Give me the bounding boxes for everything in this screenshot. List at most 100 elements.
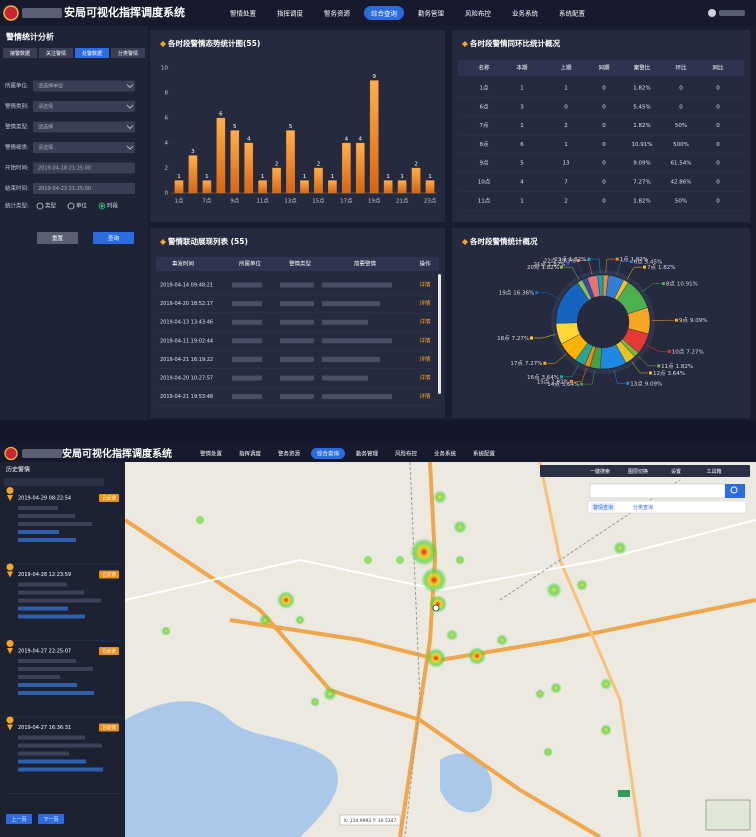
- radio[interactable]: [36, 202, 44, 210]
- nav-item[interactable]: 综合查询: [371, 9, 398, 18]
- radio[interactable]: [98, 202, 106, 210]
- action-link[interactable]: 详情: [419, 318, 431, 326]
- field-label: 警情细类:: [5, 143, 29, 151]
- leader-line: [563, 364, 580, 378]
- column-header: 案警比: [634, 64, 651, 72]
- pager-button[interactable]: [6, 814, 32, 824]
- dropdown-arrow: [126, 84, 134, 89]
- data-label: 1: [386, 174, 390, 180]
- field-input[interactable]: [33, 142, 135, 153]
- blurred-text: [322, 338, 392, 344]
- filter-select[interactable]: [4, 478, 104, 486]
- field-input[interactable]: [33, 183, 135, 194]
- action-link[interactable]: 详情: [419, 336, 431, 344]
- button[interactable]: [37, 232, 78, 244]
- action-link[interactable]: 详情: [419, 299, 431, 307]
- toolbar-item[interactable]: 工具箱: [706, 468, 721, 475]
- tab[interactable]: [39, 48, 73, 58]
- search-button[interactable]: [725, 484, 745, 498]
- tab-label[interactable]: 分类警情: [118, 50, 138, 57]
- nav-item[interactable]: 系统配置: [559, 9, 586, 18]
- nav-item[interactable]: 警情处置: [200, 450, 223, 458]
- legend-swatch: [587, 257, 591, 261]
- table-cell: 0: [716, 86, 720, 92]
- map-pin[interactable]: [432, 604, 440, 612]
- slice-label: 12点 3.64%: [653, 369, 685, 376]
- nav-item[interactable]: 风险布控: [395, 450, 418, 458]
- slice-value: 1.82%: [542, 265, 559, 271]
- nav-item[interactable]: 勤务管理: [356, 450, 379, 458]
- blurred-text: [322, 282, 392, 288]
- tab[interactable]: [111, 48, 145, 58]
- pager-label[interactable]: 下一页: [43, 817, 58, 823]
- slice-value: 7.27%: [525, 361, 542, 367]
- coords-box: [339, 814, 401, 826]
- field-input[interactable]: [33, 101, 135, 112]
- field-input[interactable]: [33, 162, 135, 174]
- pie-slice: [597, 274, 604, 297]
- nav-item[interactable]: 系统配置: [473, 450, 496, 458]
- data-label: 1: [428, 174, 432, 180]
- heat-blob: [446, 629, 458, 641]
- search-input[interactable]: [589, 483, 726, 499]
- slice-value: 5.45%: [645, 259, 662, 265]
- button-label[interactable]: 重置: [52, 234, 64, 242]
- bar: [300, 180, 309, 194]
- tab[interactable]: [3, 48, 37, 58]
- nav-item[interactable]: 勤务管理: [418, 9, 445, 18]
- status-label: 已反馈: [102, 571, 116, 578]
- toolbar-item[interactable]: 设置: [671, 468, 681, 475]
- button[interactable]: [93, 232, 134, 244]
- nav-item[interactable]: 指挥调度: [239, 450, 262, 458]
- tab-label[interactable]: 处警数据: [82, 50, 102, 57]
- button-label[interactable]: 查询: [108, 234, 120, 242]
- minimap[interactable]: [705, 799, 751, 831]
- slice-category: 15点: [537, 378, 550, 385]
- field-value: 请选择单位: [38, 83, 63, 90]
- action-link[interactable]: 详情: [419, 281, 431, 289]
- legend-swatch: [667, 349, 671, 353]
- user-icon[interactable]: [708, 9, 716, 17]
- bar: [425, 180, 435, 194]
- search-tab[interactable]: 分类查询: [633, 504, 653, 511]
- item-time: 2019-04-28 12:23:59: [18, 572, 71, 578]
- nav-item[interactable]: 业务系统: [512, 9, 539, 18]
- tab-label[interactable]: 接警数据: [10, 50, 30, 57]
- field-input[interactable]: [33, 80, 135, 92]
- nav-item[interactable]: 风险布控: [465, 9, 492, 18]
- scrollbar[interactable]: [438, 274, 441, 394]
- pager-label[interactable]: 上一页: [11, 816, 26, 823]
- field-input[interactable]: [33, 121, 135, 133]
- action-link[interactable]: 详情: [419, 355, 431, 363]
- legend-swatch: [657, 364, 661, 368]
- blurred-text: [280, 394, 314, 400]
- nav-item[interactable]: 业务系统: [434, 450, 457, 458]
- toolbar-item[interactable]: 一键搜索: [590, 468, 610, 475]
- field-label: 统计类型:: [5, 202, 29, 210]
- search-tab[interactable]: 警情查询: [593, 504, 613, 511]
- table-cell: 1: [520, 198, 524, 204]
- blurred-text: [280, 375, 314, 381]
- nav-item[interactable]: 指挥调度: [277, 9, 304, 18]
- table-cell: 50%: [675, 198, 687, 204]
- bar: [258, 180, 267, 194]
- action-link[interactable]: 详情: [419, 392, 431, 400]
- radio[interactable]: [67, 202, 75, 210]
- action-link[interactable]: 详情: [419, 374, 431, 382]
- blurred-text: [18, 614, 85, 619]
- nav-item[interactable]: 警务资源: [278, 450, 301, 458]
- nav-item[interactable]: 综合查询: [317, 450, 340, 458]
- nav-item[interactable]: 警务资源: [324, 9, 351, 18]
- field-label: 警情类型:: [5, 123, 29, 131]
- status-badge: [99, 570, 119, 579]
- slice-value: 3.63%: [558, 258, 575, 264]
- tab-label[interactable]: 关注警情: [46, 50, 66, 57]
- toolbar-item[interactable]: 图层切换: [628, 468, 648, 475]
- leader-line: [580, 260, 593, 275]
- tab[interactable]: [75, 48, 109, 58]
- table-cell: 1: [564, 142, 568, 148]
- slice-label: 15点 1.82%: [537, 378, 569, 385]
- table-cell: 2019-04-21 16:19:22: [160, 357, 213, 363]
- pager-button[interactable]: [38, 814, 64, 824]
- nav-item[interactable]: 警情处置: [230, 9, 257, 18]
